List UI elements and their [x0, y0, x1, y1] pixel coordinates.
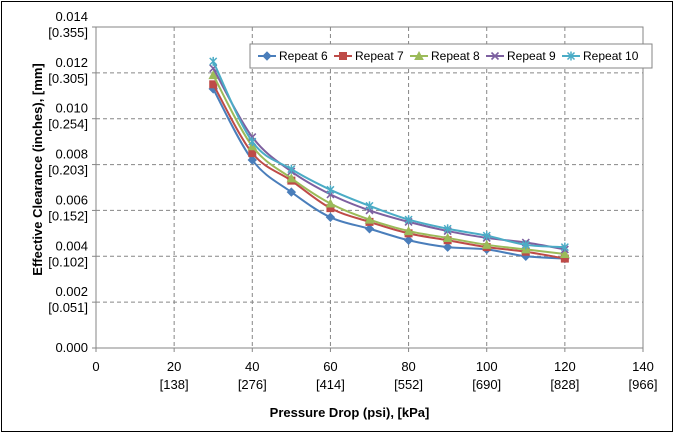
legend-item: Repeat 10: [562, 49, 639, 63]
data-point: [442, 242, 453, 252]
legend-label: Repeat 8: [431, 49, 480, 63]
data-point: [208, 70, 219, 80]
data-point: [209, 80, 218, 89]
legend-marker: [566, 51, 576, 61]
x-tick-sublabel: [690]: [472, 377, 501, 392]
y-tick-sublabel: [0.203]: [48, 163, 88, 178]
y-tick-sublabel: [0.254]: [48, 117, 88, 132]
data-point: [442, 232, 453, 242]
data-point: [325, 212, 336, 223]
y-tick-label: 0.010: [55, 101, 88, 116]
legend-marker: [339, 52, 347, 60]
y-tick-label: 0.002: [55, 284, 88, 299]
x-tick-label: 0: [92, 359, 99, 374]
data-point: [286, 173, 297, 183]
y-tick-sublabel: [0.102]: [48, 254, 88, 269]
legend-label: Repeat 10: [583, 49, 639, 63]
y-tick-sublabel: [0.305]: [48, 71, 88, 86]
data-point: [443, 224, 452, 234]
legend-item: Repeat 8: [410, 49, 480, 63]
data-point: [365, 201, 374, 211]
x-axis-title: Pressure Drop (psi), [kPa]: [270, 405, 430, 420]
y-tick-sublabel: [0.355]: [48, 25, 88, 40]
y-tick-label: 0.014: [55, 9, 88, 24]
series-line: [212, 88, 565, 260]
x-tick-label: 140: [632, 359, 654, 374]
x-tick-label: 40: [245, 359, 259, 374]
data-point: [287, 164, 296, 174]
data-point: [364, 214, 375, 224]
data-point: [481, 239, 492, 249]
legend-marker: [262, 51, 272, 61]
plot-area: [95, 26, 644, 349]
x-tick-label: 60: [323, 359, 337, 374]
data-point: [482, 231, 491, 241]
legend: Repeat 6 Repeat 7 Repeat 8 Repeat 9 Repeat 1…: [249, 43, 653, 69]
series-3: [208, 70, 570, 258]
data-point: [404, 215, 413, 225]
series-5: [209, 56, 569, 252]
x-tick-sublabel: [138]: [160, 377, 189, 392]
y-tick-label: 0.000: [55, 340, 88, 355]
x-tick-sublabel: [828]: [550, 377, 579, 392]
x-tick-label: 120: [554, 359, 576, 374]
legend-label: Repeat 9: [507, 49, 556, 63]
legend-marker: [490, 51, 500, 61]
plot-border: [95, 26, 644, 349]
data-point: [286, 187, 297, 197]
x-tick-sublabel: [966]: [629, 377, 658, 392]
x-tick-label: 20: [167, 359, 181, 374]
legend-item: Repeat 9: [486, 49, 556, 63]
legend-label: Repeat 6: [279, 49, 328, 63]
data-point: [248, 137, 257, 147]
x-tick-sublabel: [552]: [394, 377, 423, 392]
y-tick-label: 0.006: [55, 192, 88, 207]
y-axis-ticks: 0.000 0.002[0.051] 0.004[0.102] 0.006[0.152…: [48, 9, 96, 355]
legend-box: [249, 43, 653, 69]
plot-background: [96, 27, 643, 348]
legend-label: Repeat 7: [355, 49, 404, 63]
x-tick-sublabel: [414]: [316, 377, 345, 392]
legend-item: Repeat 6: [258, 49, 328, 63]
data-point: [325, 198, 336, 208]
data-point: [326, 185, 335, 195]
data-point: [247, 155, 257, 165]
data-point: [521, 240, 530, 250]
series-line: [212, 74, 565, 255]
x-tick-label: 100: [476, 359, 498, 374]
legend-item: Repeat 7: [334, 49, 404, 63]
series-line: [212, 83, 566, 260]
marker-stroke: [490, 51, 500, 61]
legend-marker: [414, 50, 424, 60]
y-tick-label: 0.008: [55, 147, 88, 162]
x-axis-ticks: 0 20 [138] 40 [276] 60 [414] 80 [552] 100 [690] 120…: [92, 348, 657, 392]
y-tick-sublabel: [0.152]: [48, 208, 88, 223]
series-layer: [208, 56, 570, 264]
data-point: [209, 56, 218, 66]
y-axis-title: Effective Clearance (inches), [mm]: [30, 63, 45, 275]
data-point: [364, 224, 375, 234]
y-tick-label: 0.012: [55, 55, 88, 70]
series-line: [212, 60, 565, 249]
data-point: [560, 248, 570, 258]
x-tick-label: 80: [401, 359, 415, 374]
y-tick-label: 0.004: [55, 238, 88, 253]
data-point: [560, 242, 569, 252]
data-point: [403, 226, 414, 236]
data-point: [403, 235, 414, 245]
y-tick-sublabel: [0.051]: [48, 300, 88, 315]
series-1: [208, 84, 570, 264]
x-tick-sublabel: [276]: [238, 377, 267, 392]
